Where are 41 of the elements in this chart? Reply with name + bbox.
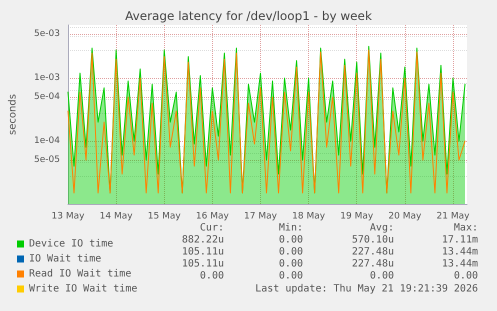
text: 227.48u (352, 246, 394, 258)
text: Min: (278, 222, 303, 234)
y-tick-label: 1e-04 (34, 136, 60, 146)
text: 227.48u (352, 258, 394, 270)
text: 105.11u (182, 258, 224, 270)
text: 17.11m (442, 234, 478, 246)
text: 13.44m (442, 258, 478, 270)
text: 0.00 (200, 270, 224, 282)
x-tick-label: 21 May (436, 212, 470, 222)
text: 105.11u (182, 246, 224, 258)
chart-title: Average latency for /dev/loop1 - by week (125, 9, 372, 23)
text: Max: (454, 222, 478, 234)
y-tick-label: 5e-03 (34, 29, 60, 40)
legend-label: Device IO time (29, 238, 114, 250)
y-tick-label: 5e-05 (34, 155, 60, 166)
text: 0.00 (370, 270, 394, 282)
text: Avg: (370, 222, 394, 234)
text: 0.00 (278, 258, 303, 270)
text: Last update: Thu May 21 19:21:39 2026 (255, 284, 478, 294)
y-tick-label: 1e-03 (34, 73, 60, 84)
y-tick-label: 5e-04 (34, 92, 60, 102)
legend-label: Read IO Wait time (29, 268, 132, 280)
text: 570.10u (352, 234, 394, 246)
x-tick-label: 14 May (100, 212, 134, 222)
y-axis-title: seconds (8, 94, 18, 135)
text: 0.00 (278, 270, 303, 282)
x-tick-label: 20 May (388, 212, 422, 222)
x-tick-label: 19 May (340, 212, 374, 222)
x-tick-label: 15 May (148, 212, 182, 222)
text: Cur: (200, 222, 224, 234)
legend-label: Write IO Wait time (29, 284, 138, 294)
x-tick-label: 17 May (244, 212, 278, 222)
text: 0.00 (278, 234, 303, 246)
x-tick-label: 18 May (292, 212, 326, 222)
x-tick-label: 13 May (52, 212, 86, 222)
legend-label: IO Wait time (29, 254, 102, 264)
text: 0.00 (454, 270, 478, 282)
text: 0.00 (278, 246, 303, 258)
x-tick-label: 16 May (196, 212, 230, 222)
text: 13.44m (442, 246, 478, 258)
text: 882.22u (182, 234, 224, 246)
